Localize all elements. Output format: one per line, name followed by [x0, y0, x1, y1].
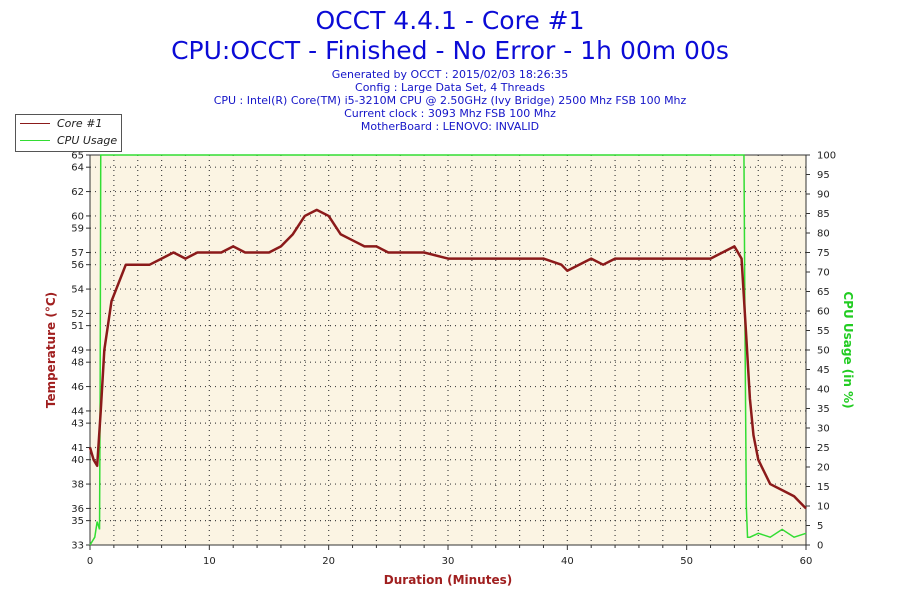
- y-tick-label: 33: [71, 541, 84, 552]
- info-clock: Current clock : 3093 Mhz FSB 100 Mhz: [344, 107, 556, 120]
- x-tick-label: 10: [203, 556, 216, 567]
- y-tick-label: 56: [71, 260, 84, 271]
- y2-tick-label: 5: [817, 521, 823, 532]
- info-config: Config : Large Data Set, 4 Threads: [355, 81, 545, 94]
- y-tick-label: 36: [71, 504, 84, 515]
- y2-tick-label: 30: [817, 424, 830, 435]
- series-line-core1: [88, 208, 807, 510]
- y2-tick-label: 65: [817, 287, 830, 298]
- legend-label-core: Core #1: [57, 117, 103, 130]
- x-tick-label: 40: [561, 556, 574, 567]
- legend-swatch-core: [20, 123, 50, 124]
- y-tick-label: 60: [71, 211, 84, 222]
- x-axis-label: Duration (Minutes): [384, 573, 512, 587]
- y-tick-label: 57: [71, 248, 84, 259]
- y-tick-label: 48: [71, 358, 84, 369]
- y-tick-label: 64: [71, 163, 84, 174]
- info-cpu: CPU : Intel(R) Core(TM) i5-3210M CPU @ 2…: [213, 94, 687, 107]
- y-tick-label: 41: [71, 443, 84, 454]
- y2-tick-label: 80: [817, 229, 830, 240]
- y-tick-label: 46: [71, 382, 84, 393]
- x-tick-label: 20: [322, 556, 335, 567]
- y-tick-label: 44: [71, 406, 84, 417]
- y2-tick-label: 10: [817, 502, 830, 513]
- y-tick-label: 49: [71, 346, 84, 357]
- x-tick-label: 50: [680, 556, 693, 567]
- x-tick-label: 60: [800, 556, 813, 567]
- y2-axis-label: CPU Usage (in %): [841, 291, 855, 408]
- y-tick-label: 40: [71, 455, 84, 466]
- y2-tick-label: 55: [817, 326, 830, 337]
- y-tick-label: 52: [71, 309, 84, 320]
- x-tick-label: 30: [442, 556, 455, 567]
- y-tick-label: 35: [71, 516, 84, 527]
- legend-label-usage: CPU Usage: [57, 134, 118, 147]
- info-motherboard: MotherBoard : LENOVO: INVALID: [360, 120, 540, 133]
- y2-tick-label: 20: [817, 463, 830, 474]
- info-generated: Generated by OCCT : 2015/02/03 18:26:35: [331, 68, 569, 81]
- y-tick-label: 43: [71, 419, 84, 430]
- legend: Core #1 CPU Usage: [15, 114, 122, 152]
- y-tick-label: 59: [71, 224, 84, 235]
- y2-tick-label: 85: [817, 209, 830, 220]
- chart-title: OCCT 4.4.1 - Core #1: [315, 6, 585, 35]
- y2-tick-label: 40: [817, 385, 830, 396]
- legend-item-usage: CPU Usage: [16, 132, 121, 149]
- x-tick-label: 0: [87, 556, 93, 567]
- y2-tick-label: 50: [817, 346, 830, 357]
- chart-subtitle: CPU:OCCT - Finished - No Error - 1h 00m …: [171, 36, 729, 65]
- run-info: Generated by OCCT : 2015/02/03 18:26:35 …: [0, 68, 900, 133]
- y-tick-label: 62: [71, 187, 84, 198]
- y2-tick-label: 70: [817, 268, 830, 279]
- y-axis-label: Temperature (°C): [44, 292, 58, 408]
- y2-tick-label: 90: [817, 190, 830, 201]
- y2-tick-label: 100: [817, 151, 836, 162]
- y2-tick-label: 35: [817, 404, 830, 415]
- y2-tick-label: 45: [817, 365, 830, 376]
- legend-swatch-usage: [20, 140, 50, 141]
- y-tick-label: 51: [71, 321, 84, 332]
- legend-item-core: Core #1: [16, 115, 121, 132]
- y-tick-label: 38: [71, 480, 84, 491]
- y2-tick-label: 75: [817, 248, 830, 259]
- y-tick-label: 65: [71, 151, 84, 162]
- y2-tick-label: 25: [817, 443, 830, 454]
- y2-tick-label: 0: [817, 541, 823, 552]
- y2-tick-label: 60: [817, 307, 830, 318]
- y2-tick-label: 15: [817, 482, 830, 493]
- y-tick-label: 54: [71, 285, 84, 296]
- series-line-cpu-usage: [89, 154, 807, 546]
- y2-tick-label: 95: [817, 170, 830, 181]
